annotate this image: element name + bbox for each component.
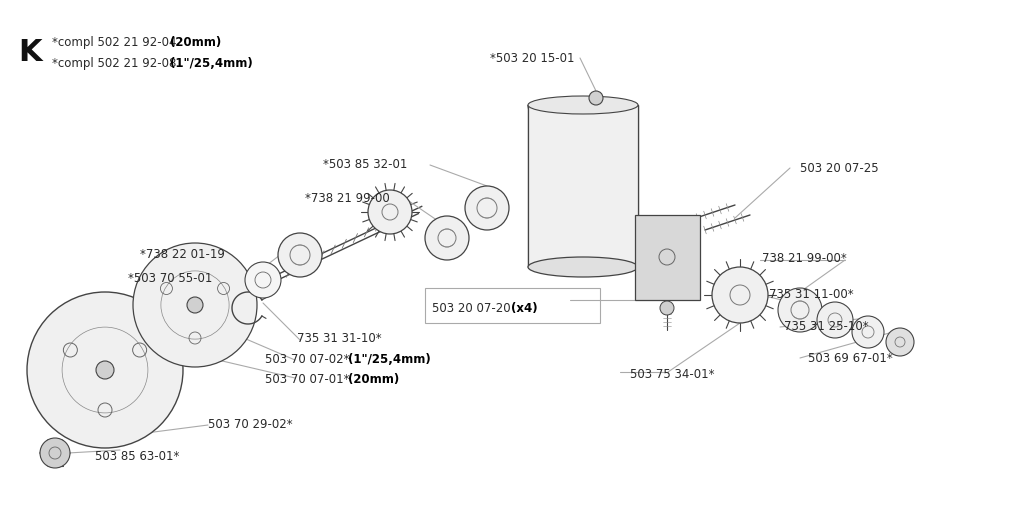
Text: 503 69 67-01*: 503 69 67-01*: [808, 352, 893, 365]
Text: 735 31 11-00*: 735 31 11-00*: [769, 288, 854, 301]
Text: (20mm): (20mm): [170, 36, 221, 49]
Text: 503 70 29-02*: 503 70 29-02*: [208, 418, 293, 431]
Text: *738 22 01-19: *738 22 01-19: [140, 248, 225, 261]
Text: 735 31 31-10*: 735 31 31-10*: [297, 332, 382, 345]
Text: 503 75 34-01*: 503 75 34-01*: [630, 368, 715, 381]
Text: 503 85 63-01*: 503 85 63-01*: [95, 450, 179, 463]
Circle shape: [778, 288, 822, 332]
Text: *503 20 15-01: *503 20 15-01: [490, 52, 574, 65]
Bar: [528, 105, 638, 267]
Circle shape: [368, 190, 412, 234]
Text: K: K: [18, 38, 42, 67]
Text: *503 70 55-01: *503 70 55-01: [128, 272, 212, 285]
Circle shape: [817, 302, 853, 338]
Text: 735 31 25-10*: 735 31 25-10*: [784, 320, 868, 333]
Circle shape: [27, 292, 183, 448]
Circle shape: [96, 361, 114, 379]
Text: (1"/25,4mm): (1"/25,4mm): [348, 353, 431, 366]
Circle shape: [278, 233, 322, 277]
Bar: [635, 215, 700, 300]
Circle shape: [589, 91, 603, 105]
Text: (20mm): (20mm): [348, 373, 399, 386]
Circle shape: [852, 316, 884, 348]
Circle shape: [187, 297, 203, 313]
Bar: [425, 288, 600, 323]
Text: 503 20 07-25: 503 20 07-25: [800, 162, 879, 175]
Circle shape: [660, 301, 674, 315]
Text: 503 70 07-01*: 503 70 07-01*: [265, 373, 353, 386]
Text: 738 21 99-00*: 738 21 99-00*: [762, 252, 847, 265]
Text: *738 21 99-00: *738 21 99-00: [305, 192, 390, 205]
Text: 503 70 07-02*: 503 70 07-02*: [265, 353, 353, 366]
Circle shape: [712, 267, 768, 323]
Ellipse shape: [528, 257, 638, 277]
Text: (x4): (x4): [511, 302, 538, 315]
Text: *503 85 32-01: *503 85 32-01: [323, 158, 408, 171]
Text: *compl 502 21 92-08: *compl 502 21 92-08: [52, 57, 180, 70]
Text: 503 20 07-20: 503 20 07-20: [432, 302, 514, 315]
Circle shape: [40, 438, 70, 468]
Ellipse shape: [528, 96, 638, 114]
Circle shape: [886, 328, 914, 356]
Circle shape: [425, 216, 469, 260]
Circle shape: [245, 262, 281, 298]
Text: *compl 502 21 92-04: *compl 502 21 92-04: [52, 36, 180, 49]
Circle shape: [465, 186, 509, 230]
Text: (1"/25,4mm): (1"/25,4mm): [170, 57, 253, 70]
Circle shape: [133, 243, 257, 367]
